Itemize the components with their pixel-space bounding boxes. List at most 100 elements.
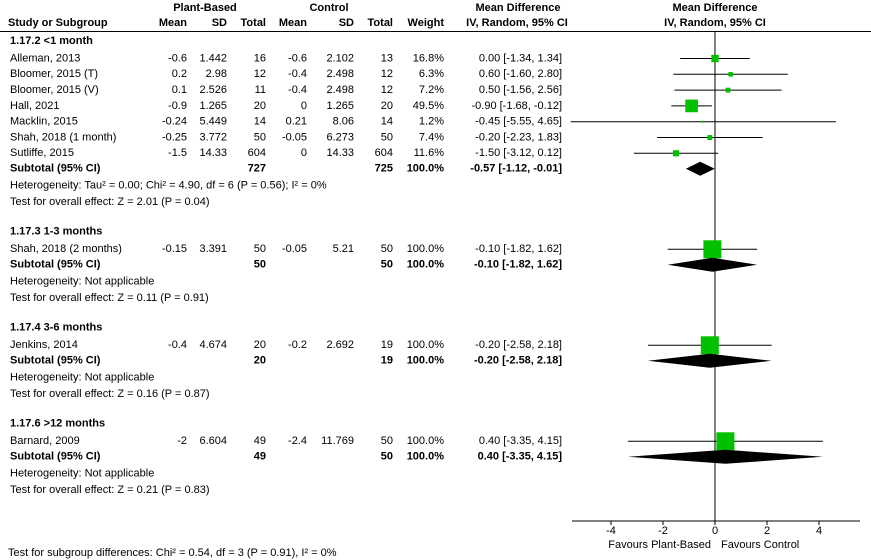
footer-test: Test for subgroup differences: Chi² = 0.…	[8, 547, 337, 559]
effect-label: -0.10 [-1.82, 1.62]	[475, 243, 562, 255]
effect-square	[672, 150, 680, 157]
cell: 1.265	[326, 100, 354, 112]
cell: -0.4	[288, 84, 307, 96]
cell: 50	[254, 131, 266, 143]
subtotal-effect: -0.20 [-2.58, 2.18]	[474, 355, 562, 367]
study-name: Alleman, 2013	[10, 52, 80, 64]
effect-square	[685, 99, 698, 113]
subtotal-effect: -0.10 [-1.82, 1.62]	[474, 259, 562, 271]
weight: 7.2%	[419, 84, 444, 96]
subtotal-weight: 100.0%	[407, 355, 445, 367]
group-title: 1.17.6 >12 months	[10, 418, 105, 430]
subtotal-total: 50	[381, 259, 393, 271]
effect-label: -0.90 [-1.68, -0.12]	[472, 100, 563, 112]
header-group: Control	[309, 2, 348, 14]
header-group: Plant-Based	[173, 2, 237, 14]
cell: 3.772	[199, 131, 227, 143]
cell: -1.5	[168, 147, 187, 159]
cell: -0.6	[288, 52, 307, 64]
cell: -0.25	[162, 131, 187, 143]
effect-label: 0.00 [-1.34, 1.34]	[479, 52, 562, 64]
favours-label: Favours Control	[721, 539, 799, 551]
weight: 100.0%	[407, 435, 445, 447]
effect-label: -0.20 [-2.58, 2.18]	[475, 339, 562, 351]
study-name: Shah, 2018 (1 month)	[10, 131, 116, 143]
cell: -0.05	[282, 243, 307, 255]
weight: 100.0%	[407, 339, 445, 351]
subtotal-label: Subtotal (95% CI)	[10, 451, 101, 463]
subtotal-total: 50	[254, 259, 266, 271]
cell: -0.24	[162, 116, 187, 128]
cell: 12	[381, 68, 393, 80]
study-name: Bloomer, 2015 (V)	[10, 84, 99, 96]
cell: 16	[254, 52, 266, 64]
header-col: Total	[368, 17, 393, 29]
weight: 7.4%	[419, 131, 444, 143]
cell: 0.21	[286, 116, 307, 128]
cell: 604	[248, 147, 266, 159]
subtotal-label: Subtotal (95% CI)	[10, 259, 101, 271]
cell: 50	[381, 435, 393, 447]
overall-effect: Test for overall effect: Z = 0.11 (P = 0…	[10, 292, 209, 304]
x-tick-label: -2	[658, 525, 668, 537]
group-title: 1.17.2 <1 month	[10, 35, 93, 47]
effect-label: -0.45 [-5.55, 4.65]	[475, 116, 562, 128]
cell: 50	[381, 131, 393, 143]
cell: 14.33	[326, 147, 354, 159]
cell: 50	[381, 243, 393, 255]
subtotal-label: Subtotal (95% CI)	[10, 355, 101, 367]
x-tick-label: 0	[712, 525, 718, 537]
header-col: IV, Random, 95% CI	[664, 17, 766, 29]
subtotal-diamond	[627, 449, 823, 464]
cell: 14.33	[199, 147, 227, 159]
weight: 6.3%	[419, 68, 444, 80]
group-title: 1.17.4 3-6 months	[10, 322, 102, 334]
weight: 11.6%	[414, 147, 445, 159]
cell: 20	[254, 100, 266, 112]
subtotal-effect: 0.40 [-3.35, 4.15]	[478, 451, 563, 463]
subtotal-total: 725	[375, 163, 393, 175]
favours-label: Favours Plant-Based	[608, 539, 711, 551]
cell: 19	[381, 339, 393, 351]
weight: 1.2%	[419, 116, 444, 128]
cell: 3.391	[199, 243, 227, 255]
header-col: Weight	[408, 17, 445, 29]
heterogeneity: Heterogeneity: Not applicable	[10, 468, 154, 480]
cell: 2.98	[206, 68, 227, 80]
x-tick-label: -4	[606, 525, 616, 537]
weight: 49.5%	[413, 100, 444, 112]
cell: 0.1	[172, 84, 187, 96]
header-md: Mean Difference	[673, 2, 758, 14]
cell: 12	[254, 68, 266, 80]
overall-effect: Test for overall effect: Z = 0.16 (P = 0…	[10, 388, 210, 400]
study-name: Hall, 2021	[10, 100, 60, 112]
subtotal-weight: 100.0%	[407, 451, 445, 463]
cell: -2.4	[288, 435, 307, 447]
subtotal-total: 20	[254, 355, 266, 367]
cell: 50	[254, 243, 266, 255]
subtotal-total: 49	[254, 451, 266, 463]
cell: 11.769	[321, 435, 354, 447]
cell: 20	[254, 339, 266, 351]
cell: 4.674	[199, 339, 227, 351]
header-col: IV, Random, 95% CI	[466, 17, 568, 29]
header-col: SD	[212, 17, 227, 29]
effect-label: -1.50 [-3.12, 0.12]	[475, 147, 562, 159]
cell: -0.4	[168, 339, 187, 351]
subtotal-total: 19	[381, 355, 393, 367]
subtotal-effect: -0.57 [-1.12, -0.01]	[470, 163, 562, 175]
cell: 12	[381, 84, 393, 96]
x-tick-label: 4	[816, 525, 822, 537]
cell: -2	[177, 435, 187, 447]
cell: -0.6	[168, 52, 187, 64]
study-name: Barnard, 2009	[10, 435, 80, 447]
effect-square	[700, 336, 719, 355]
subtotal-diamond	[685, 161, 715, 176]
cell: 6.273	[326, 131, 354, 143]
cell: 14	[254, 116, 266, 128]
weight: 100.0%	[407, 243, 445, 255]
subtotal-label: Subtotal (95% CI)	[10, 163, 101, 175]
overall-effect: Test for overall effect: Z = 0.21 (P = 0…	[10, 484, 210, 496]
heterogeneity: Heterogeneity: Not applicable	[10, 372, 154, 384]
cell: 14	[381, 116, 393, 128]
